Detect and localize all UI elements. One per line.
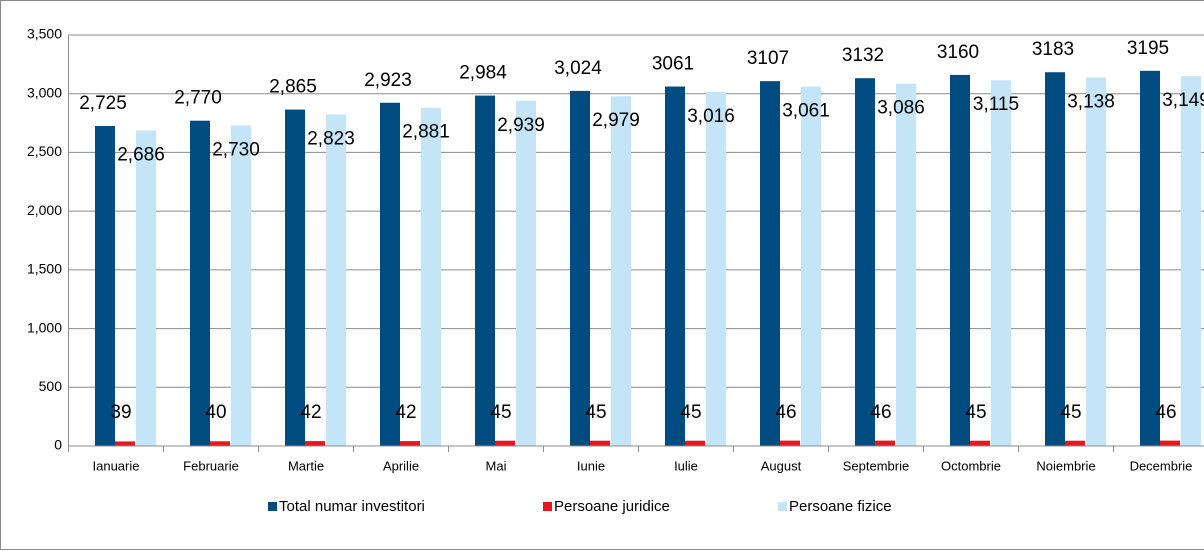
x-tick-label: Iulie bbox=[674, 458, 698, 473]
bar bbox=[1065, 440, 1085, 446]
y-tick-label: 3,000 bbox=[27, 84, 62, 100]
bar bbox=[285, 109, 305, 447]
data-label: 39 bbox=[110, 402, 131, 423]
bar bbox=[190, 120, 210, 447]
data-label: 2,725 bbox=[79, 93, 127, 114]
bar bbox=[1181, 76, 1201, 446]
data-label: 45 bbox=[1060, 402, 1081, 423]
y-tick-label: 2,500 bbox=[27, 143, 62, 159]
bar bbox=[95, 126, 115, 446]
bar bbox=[1045, 72, 1065, 446]
x-tick-label: Noiembrie bbox=[1036, 458, 1095, 473]
data-label: 3132 bbox=[842, 45, 884, 66]
legend-label: Persoane fizice bbox=[789, 498, 892, 515]
legend-swatch bbox=[778, 502, 787, 511]
bar bbox=[801, 86, 821, 446]
x-tick-label: Septembrie bbox=[843, 458, 909, 473]
x-tick-label: Iunie bbox=[577, 458, 605, 473]
x-tick-label: Mai bbox=[486, 458, 507, 473]
bar bbox=[400, 441, 420, 446]
bar bbox=[380, 102, 400, 446]
data-label: 45 bbox=[490, 402, 511, 423]
bar bbox=[611, 96, 631, 446]
bar bbox=[950, 74, 970, 446]
data-label: 46 bbox=[1155, 402, 1176, 423]
data-label: 2,984 bbox=[459, 63, 507, 84]
bar bbox=[665, 86, 685, 446]
data-label: 40 bbox=[205, 402, 226, 423]
x-tick-label: Martie bbox=[288, 458, 324, 473]
data-label: 2,979 bbox=[592, 110, 640, 131]
data-label: 3,138 bbox=[1067, 92, 1115, 113]
data-label: 3,016 bbox=[687, 106, 735, 127]
bar bbox=[706, 91, 726, 447]
bar bbox=[136, 130, 156, 446]
bar bbox=[685, 440, 705, 446]
x-tick-label: Octombrie bbox=[941, 458, 1001, 473]
data-label: 2,923 bbox=[364, 70, 412, 91]
bar bbox=[115, 441, 135, 446]
data-label: 3,149 bbox=[1162, 90, 1204, 111]
data-label: 2,730 bbox=[212, 139, 260, 160]
legend-swatch bbox=[543, 502, 552, 511]
x-tick-label: Februarie bbox=[183, 458, 239, 473]
bar bbox=[590, 440, 610, 446]
bar bbox=[780, 440, 800, 446]
data-label: 2,823 bbox=[307, 129, 355, 150]
bar bbox=[875, 440, 895, 446]
data-label: 46 bbox=[870, 402, 891, 423]
data-label: 2,939 bbox=[497, 115, 545, 136]
y-tick-label: 1,000 bbox=[27, 319, 62, 335]
legend-label: Persoane juridice bbox=[554, 498, 670, 515]
data-label: 2,686 bbox=[117, 145, 165, 166]
bar bbox=[210, 441, 230, 446]
data-label: 46 bbox=[775, 402, 796, 423]
y-tick-label: 1,500 bbox=[27, 261, 62, 277]
data-label: 3160 bbox=[937, 42, 979, 63]
bar bbox=[495, 440, 515, 446]
y-tick-label: 500 bbox=[39, 378, 63, 394]
bar bbox=[516, 100, 536, 446]
data-label: 3,115 bbox=[973, 94, 1019, 115]
bar bbox=[570, 90, 590, 447]
data-label: 2,865 bbox=[269, 77, 317, 98]
bar bbox=[475, 95, 495, 446]
data-label: 3107 bbox=[747, 48, 789, 69]
data-label: 3061 bbox=[652, 54, 694, 75]
data-label: 2,770 bbox=[174, 88, 222, 109]
bar bbox=[896, 83, 916, 447]
bar bbox=[991, 80, 1011, 447]
y-tick-label: 0 bbox=[54, 437, 62, 453]
bar bbox=[1086, 77, 1106, 446]
data-label: 45 bbox=[585, 402, 606, 423]
bar bbox=[305, 441, 325, 446]
legend-swatch bbox=[268, 502, 277, 511]
bar bbox=[855, 78, 875, 446]
x-tick-label: Ianuarie bbox=[93, 458, 140, 473]
bar bbox=[421, 107, 441, 446]
data-label: 45 bbox=[680, 402, 701, 423]
bar bbox=[760, 81, 780, 447]
bar bbox=[231, 125, 251, 447]
y-tick-label: 3,500 bbox=[27, 26, 62, 42]
bar bbox=[970, 440, 990, 446]
data-label: 3,061 bbox=[782, 101, 830, 122]
bar bbox=[1160, 440, 1180, 446]
x-tick-label: Decembrie bbox=[1130, 458, 1193, 473]
data-label: 42 bbox=[300, 402, 321, 423]
bar bbox=[1140, 70, 1160, 447]
data-label: 45 bbox=[965, 402, 986, 423]
legend-label: Total numar investitori bbox=[279, 498, 425, 515]
data-label: 3,086 bbox=[877, 98, 925, 119]
data-label: 3195 bbox=[1127, 38, 1169, 59]
data-label: 3,024 bbox=[554, 58, 602, 79]
data-label: 2,881 bbox=[402, 122, 450, 143]
bar bbox=[326, 114, 346, 446]
data-label: 42 bbox=[395, 402, 416, 423]
data-label: 3183 bbox=[1032, 39, 1074, 60]
x-tick-label: Aprilie bbox=[383, 458, 419, 473]
y-tick-label: 2,000 bbox=[27, 202, 62, 218]
x-tick-label: August bbox=[761, 458, 802, 473]
